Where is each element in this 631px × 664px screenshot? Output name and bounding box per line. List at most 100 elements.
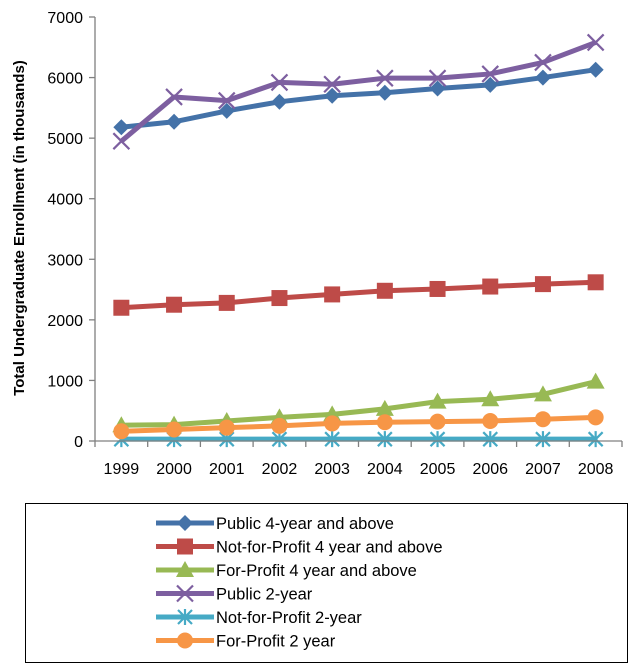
legend-label: For-Profit 4 year and above [216, 562, 417, 580]
data-point [587, 431, 604, 448]
data-point [113, 299, 130, 316]
y-tick-label: 3000 [47, 252, 83, 269]
y-tick-label: 2000 [47, 313, 83, 330]
data-point [324, 286, 341, 303]
legend-entry: For-Profit 4 year and above [156, 561, 417, 580]
data-point [587, 274, 604, 291]
legend-label: Not-for-Profit 2-year [216, 609, 362, 627]
y-tick-label: 5000 [47, 131, 83, 148]
data-point [271, 93, 288, 110]
legend-entry: Not-for-Profit 4 year and above [156, 538, 443, 557]
legend-marker [177, 515, 193, 531]
legend-marker [176, 561, 194, 577]
legend-label: Public 4-year and above [216, 515, 394, 533]
data-point [113, 119, 130, 136]
data-point [271, 290, 288, 307]
x-tick-label: 2005 [420, 461, 456, 478]
x-tick-label: 2006 [472, 461, 508, 478]
y-axis-label: Total Undergraduate Enrollment (in thous… [11, 60, 28, 396]
data-point [376, 69, 394, 87]
data-point [165, 88, 183, 106]
data-point [217, 91, 236, 110]
data-point [482, 431, 499, 448]
legend-entry: Not-for-Profit 2-year [156, 609, 362, 627]
data-point [376, 414, 393, 431]
data-point [482, 278, 499, 295]
series-line [121, 279, 596, 311]
data-point [429, 413, 446, 430]
series-layer [112, 33, 605, 448]
data-point [587, 409, 604, 426]
data-point [376, 84, 393, 101]
x-tick-label: 2008 [578, 461, 614, 478]
data-point [587, 61, 604, 78]
x-axis: 1999 2000 2001 2002 2003 2004 2005 2006 2007 2008 [94, 441, 623, 478]
data-point [534, 53, 552, 72]
legend-label: Public 2-year [216, 586, 313, 604]
data-point [377, 431, 393, 448]
series-1 [113, 61, 604, 136]
data-point [534, 411, 551, 428]
legend-label: For-Profit 2 year [216, 633, 336, 651]
data-point [586, 372, 605, 389]
x-tick-label: 2007 [525, 461, 561, 478]
data-point [482, 76, 499, 93]
x-tick-label: 2004 [367, 461, 403, 478]
data-point [112, 132, 131, 150]
line-chart: Total Undergraduate Enrollment (in thous… [11, 10, 623, 478]
data-point [166, 421, 183, 438]
series-line [119, 40, 597, 144]
series-line [121, 67, 597, 130]
data-point [533, 385, 552, 402]
data-point [218, 102, 235, 119]
legend-marker [177, 538, 193, 555]
x-tick-label: 2000 [156, 461, 192, 478]
data-point [481, 390, 500, 407]
data-point [482, 413, 499, 430]
data-point [324, 431, 340, 448]
legend-entry: For-Profit 2 year [156, 632, 336, 651]
data-point [218, 294, 235, 311]
legend-marker [177, 632, 193, 649]
data-point [271, 417, 288, 434]
y-tick-label: 0 [74, 434, 83, 451]
x-tick-label: 2003 [314, 461, 350, 478]
series-line [121, 379, 597, 428]
data-point [166, 296, 183, 313]
data-point [270, 73, 289, 92]
data-point [534, 69, 551, 86]
y-axis: 0 1000 2000 3000 4000 5000 6000 7000 [47, 10, 95, 451]
data-point [429, 80, 446, 97]
data-point [535, 431, 551, 448]
legend-label: Not-for-Profit 4 year and above [216, 539, 443, 557]
data-point [534, 276, 551, 293]
legend-marker [176, 584, 194, 603]
x-tick-label: 1999 [104, 461, 140, 478]
data-point [586, 33, 605, 52]
series-6 [113, 409, 604, 440]
data-point [481, 65, 500, 83]
y-tick-label: 7000 [47, 10, 83, 27]
data-point [113, 423, 130, 440]
data-point [324, 87, 341, 104]
data-point [428, 69, 447, 87]
legend-entry: Public 4-year and above [156, 515, 394, 533]
data-point [166, 113, 183, 130]
data-point [323, 75, 341, 94]
data-point [218, 419, 235, 436]
series-4 [112, 33, 605, 150]
legend: Public 4-year and above Not-for-Profit 4 … [25, 503, 628, 663]
data-point [375, 399, 394, 416]
data-point [429, 280, 446, 297]
legend-entry: Public 2-year [156, 584, 313, 604]
data-point [428, 392, 447, 409]
legend-entries: Public 4-year and above Not-for-Profit 4 … [156, 515, 443, 651]
x-tick-label: 2001 [209, 461, 245, 478]
data-point [324, 415, 341, 432]
legend-marker [177, 609, 193, 625]
y-tick-label: 6000 [47, 71, 83, 88]
x-tick-label: 2002 [262, 461, 298, 478]
y-tick-label: 4000 [47, 192, 83, 209]
y-tick-label: 1000 [47, 373, 83, 390]
data-point [429, 431, 446, 448]
